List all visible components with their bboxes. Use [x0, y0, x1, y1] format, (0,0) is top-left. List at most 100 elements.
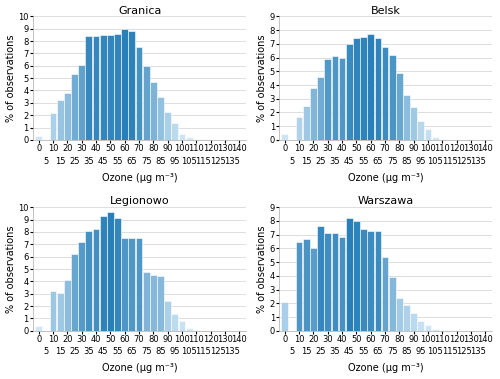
Bar	[317, 226, 324, 331]
Title: Warszawa: Warszawa	[358, 196, 414, 207]
Bar	[143, 271, 150, 331]
Bar	[410, 313, 417, 331]
Bar	[382, 257, 388, 331]
Y-axis label: % of observations: % of observations	[256, 225, 266, 313]
Bar	[200, 139, 207, 140]
Bar	[178, 134, 186, 140]
Bar	[368, 34, 374, 140]
Bar	[418, 321, 424, 331]
Bar	[157, 97, 164, 140]
Bar	[303, 239, 310, 331]
Bar	[332, 233, 338, 331]
Bar	[396, 73, 402, 140]
Title: Granica: Granica	[118, 6, 162, 16]
X-axis label: Ozone (μg m⁻³): Ozone (μg m⁻³)	[102, 363, 178, 373]
Bar	[128, 31, 135, 140]
Bar	[64, 280, 70, 331]
Bar	[50, 113, 56, 140]
Bar	[418, 121, 424, 140]
Bar	[107, 212, 114, 331]
Bar	[114, 34, 121, 140]
Bar	[71, 254, 78, 331]
Bar	[282, 302, 288, 331]
Y-axis label: % of observations: % of observations	[6, 225, 16, 313]
Bar	[172, 313, 178, 331]
Bar	[310, 248, 317, 331]
Bar	[353, 38, 360, 140]
Bar	[353, 221, 360, 331]
Bar	[36, 326, 42, 331]
Bar	[310, 88, 317, 140]
Bar	[86, 231, 92, 331]
Bar	[128, 238, 135, 331]
Bar	[332, 56, 338, 140]
Bar	[114, 218, 121, 331]
Bar	[136, 238, 142, 331]
Bar	[178, 321, 186, 331]
Bar	[92, 229, 100, 331]
Bar	[143, 66, 150, 140]
Bar	[64, 93, 70, 140]
Bar	[324, 233, 331, 331]
Bar	[172, 123, 178, 140]
X-axis label: Ozone (μg m⁻³): Ozone (μg m⁻³)	[348, 172, 424, 183]
Bar	[424, 325, 432, 331]
Bar	[50, 291, 56, 331]
Y-axis label: % of observations: % of observations	[256, 34, 266, 122]
Y-axis label: % of observations: % of observations	[6, 34, 16, 122]
Bar	[403, 95, 410, 140]
Bar	[303, 106, 310, 140]
X-axis label: Ozone (μg m⁻³): Ozone (μg m⁻³)	[348, 363, 424, 373]
Bar	[193, 330, 200, 331]
Bar	[157, 276, 164, 331]
Bar	[78, 64, 85, 140]
Bar	[57, 293, 64, 331]
Bar	[317, 77, 324, 140]
Bar	[432, 329, 438, 331]
Bar	[78, 242, 85, 331]
Bar	[150, 82, 156, 140]
Bar	[92, 36, 100, 140]
Bar	[396, 298, 402, 331]
Bar	[122, 29, 128, 140]
Bar	[164, 111, 171, 140]
Bar	[282, 135, 288, 140]
Bar	[374, 230, 382, 331]
Bar	[186, 328, 192, 331]
Bar	[122, 238, 128, 331]
Bar	[71, 74, 78, 140]
Bar	[403, 305, 410, 331]
Bar	[389, 277, 396, 331]
Bar	[136, 47, 142, 140]
Title: Belsk: Belsk	[371, 6, 400, 16]
Bar	[410, 107, 417, 140]
Bar	[86, 36, 92, 140]
Bar	[100, 216, 106, 331]
Bar	[368, 230, 374, 331]
Bar	[338, 237, 345, 331]
Bar	[107, 35, 114, 140]
Bar	[150, 275, 156, 331]
Bar	[36, 136, 42, 140]
Bar	[296, 117, 302, 140]
Title: Legionowo: Legionowo	[110, 196, 170, 207]
Bar	[432, 137, 438, 140]
Bar	[389, 55, 396, 140]
Bar	[382, 47, 388, 140]
Bar	[100, 35, 106, 140]
Bar	[193, 139, 200, 140]
Bar	[360, 229, 367, 331]
Bar	[57, 100, 64, 140]
Bar	[346, 218, 352, 331]
Bar	[346, 44, 352, 140]
Bar	[338, 58, 345, 140]
Bar	[439, 139, 446, 140]
Bar	[186, 138, 192, 140]
Bar	[164, 301, 171, 331]
Bar	[374, 38, 382, 140]
Bar	[360, 37, 367, 140]
X-axis label: Ozone (μg m⁻³): Ozone (μg m⁻³)	[102, 172, 178, 183]
Bar	[324, 59, 331, 140]
Bar	[296, 241, 302, 331]
Bar	[424, 129, 432, 140]
